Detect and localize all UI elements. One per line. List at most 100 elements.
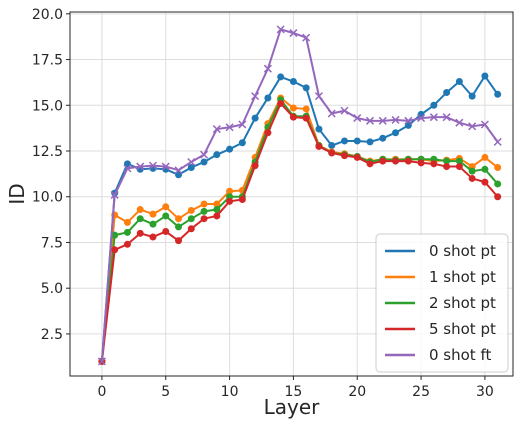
data-point [327,109,336,118]
data-point [455,78,463,86]
data-point [213,200,221,208]
legend-label: 1 shot pt [429,268,496,286]
data-point [213,206,221,214]
series-2-shot-pt [98,96,502,365]
data-point [468,167,476,175]
data-point [226,197,234,205]
data-point [494,193,502,201]
data-point [238,120,247,129]
legend-label: 0 shot pt [429,242,496,260]
data-point [123,240,131,248]
data-point [200,200,208,208]
data-point [392,157,400,165]
series-0-shot-pt [98,72,502,365]
data-point [213,151,221,159]
data-point [481,165,489,173]
data-point [340,152,348,160]
x-axis-ticks: 0 5 10 15 20 25 30 [97,376,494,400]
data-point [175,215,183,223]
data-point [175,171,183,179]
legend-label: 0 shot ft [429,346,491,364]
data-point [468,92,476,100]
data-point [277,73,285,81]
y-tick-label: 17.5 [32,53,63,69]
data-point [136,206,144,214]
data-point [392,129,400,137]
y-tick-label: 7.5 [41,235,63,251]
data-point [328,149,336,157]
data-point [264,129,272,137]
data-point [226,187,234,195]
data-point [149,210,157,218]
data-point [365,116,375,125]
data-point [111,231,119,239]
data-point [200,158,208,166]
data-point [200,150,209,159]
data-point [328,142,336,150]
data-point [430,160,438,168]
data-point [289,113,297,121]
data-point [200,215,208,223]
data-point [404,157,412,165]
data-point [162,212,170,220]
data-point [149,220,157,228]
y-axis-ticks: 2.5 5.0 7.5 10.0 12.5 15.0 17.5 20.0 [32,7,70,343]
data-point [417,114,426,123]
data-point [302,105,310,113]
data-point [123,228,131,236]
data-point [314,92,323,101]
data-point [417,159,425,167]
data-point [149,233,157,241]
data-point [315,125,323,133]
legend-box [375,233,509,373]
y-axis-label: ID [5,183,29,204]
data-point [430,101,438,109]
data-point [353,137,361,145]
data-point [481,72,489,80]
data-point [289,29,298,38]
data-point [315,142,323,150]
data-point [455,118,464,127]
data-point [136,215,144,223]
data-point [429,113,438,122]
data-point [187,215,195,223]
data-point [480,120,489,129]
data-point [212,125,221,134]
data-point [225,123,234,132]
data-point [494,90,502,98]
series-5-shot-pt [98,99,502,365]
data-point [340,106,349,115]
data-point [404,116,413,125]
y-tick-label: 20.0 [32,7,63,23]
series-0-shot-ft [97,25,502,366]
data-point [417,110,425,118]
data-point [494,163,502,171]
data-point [391,115,400,124]
data-point [404,121,412,129]
data-point [251,114,259,122]
data-point [187,206,195,214]
legend: 0 shot pt 1 shot pt 2 shot pt 5 shot pt 0 sh… [375,233,509,373]
data-point [251,92,260,101]
data-point [366,138,374,146]
data-point [455,163,463,171]
data-point [302,33,311,42]
data-point [289,78,297,86]
data-point [455,157,463,165]
x-tick-label: 10 [221,384,239,400]
data-point [251,162,259,170]
y-tick-label: 10.0 [32,190,63,206]
data-point [340,137,348,145]
data-point [302,84,310,92]
data-point [277,99,285,107]
data-point [264,94,272,102]
data-point [353,114,362,123]
x-tick-label: 20 [348,384,366,400]
y-tick-label: 12.5 [32,144,63,160]
x-tick-label: 5 [161,384,170,400]
data-point [378,116,387,125]
data-point [174,166,183,175]
data-point [161,162,170,171]
data-point [97,357,106,366]
